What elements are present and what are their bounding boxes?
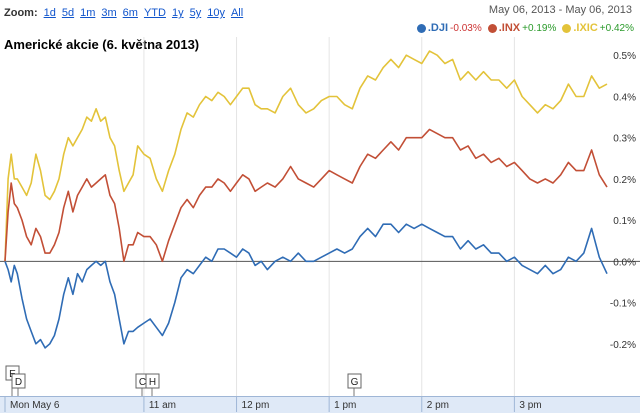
time-axis-bar	[0, 396, 640, 413]
zoom-toolbar: Zoom: 1d 5d 1m 3m 6m YTD 1y 5y 10y All	[4, 5, 243, 21]
zoom-10y-link[interactable]: 10y	[207, 7, 225, 19]
y-tick-label: 0.1%	[613, 216, 636, 227]
ixic-dot-icon	[562, 23, 572, 33]
zoom-5d-link[interactable]: 5d	[61, 7, 75, 19]
legend-change-ixic: +0.42%	[599, 22, 634, 34]
zoom-6m-link[interactable]: 6m	[122, 7, 138, 19]
legend-item-ixic[interactable]: .IXIC +0.42%	[562, 22, 634, 34]
legend-change-dji: -0.03%	[450, 22, 482, 34]
legend-change-inx: +0.19%	[522, 22, 557, 34]
zoom-3m-link[interactable]: 3m	[101, 7, 117, 19]
series-line-ixic	[4, 50, 608, 262]
x-tick-label: 11 am	[149, 400, 176, 411]
event-marker-label: D	[15, 377, 22, 388]
zoom-all-link[interactable]: All	[230, 7, 244, 19]
legend: .DJI -0.03% .INX +0.19% .IXIC +0.42%	[416, 22, 634, 34]
zoom-1d-link[interactable]: 1d	[43, 7, 56, 19]
y-tick-label: -0.1%	[610, 299, 636, 310]
legend-name-inx: .INX	[498, 22, 521, 34]
y-tick-label: -0.2%	[610, 340, 636, 351]
y-tick-label: 0.2%	[613, 175, 636, 186]
dji-dot-icon	[416, 23, 426, 33]
x-tick-label: 3 pm	[519, 400, 541, 411]
chart-title: Americké akcie (6. května 2013)	[4, 37, 200, 52]
y-tick-label: 0.3%	[613, 134, 636, 145]
legend-item-dji[interactable]: .DJI -0.03%	[416, 22, 482, 34]
zoom-ytd-link[interactable]: YTD	[143, 7, 166, 19]
legend-name-dji: .DJI	[427, 22, 449, 34]
event-marker-flag	[11, 373, 26, 389]
event-marker-flag	[145, 373, 160, 389]
x-tick-label: 1 pm	[334, 400, 356, 411]
x-tick-label: 12 pm	[242, 400, 270, 411]
y-tick-label: 0.5%	[613, 51, 636, 62]
legend-name-ixic: .IXIC	[573, 22, 598, 34]
zoom-label: Zoom:	[4, 7, 38, 19]
y-tick-label: 0.4%	[613, 92, 636, 103]
zoom-1m-link[interactable]: 1m	[80, 7, 96, 19]
date-range: May 06, 2013 - May 06, 2013	[488, 4, 632, 16]
inx-dot-icon	[487, 23, 497, 33]
event-marker-label: H	[149, 377, 156, 388]
event-marker-label: C	[139, 377, 146, 388]
x-tick-label: Mon May 6	[10, 400, 60, 411]
zoom-1y-link[interactable]: 1y	[171, 7, 184, 19]
zoom-5y-link[interactable]: 5y	[189, 7, 202, 19]
event-marker-flag	[347, 373, 362, 389]
x-tick-label: 2 pm	[427, 400, 449, 411]
series-line-dji	[4, 223, 608, 349]
event-marker-label: G	[351, 377, 359, 388]
y-tick-label: 0.0%	[613, 257, 636, 268]
series-line-inx	[4, 128, 608, 263]
legend-item-inx[interactable]: .INX +0.19%	[487, 22, 557, 34]
